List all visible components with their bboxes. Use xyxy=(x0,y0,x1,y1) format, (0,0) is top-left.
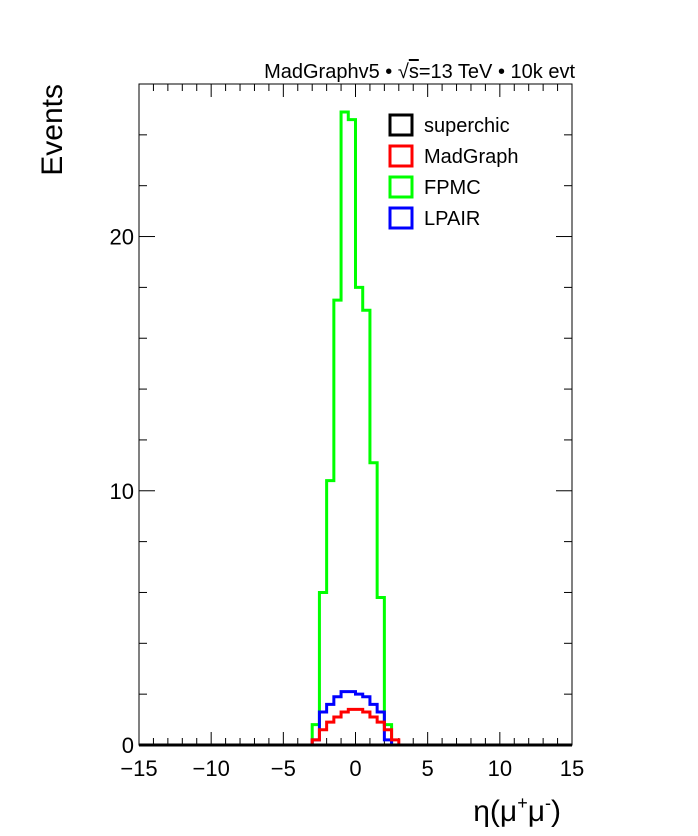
legend-swatch-superchic xyxy=(388,113,414,137)
x-tick-label: −5 xyxy=(271,756,296,781)
plot-frame-group xyxy=(138,83,573,746)
axes-group: −15 −10 −5 0 5 10 15 0 10 20 xyxy=(110,83,584,781)
x-tick-label: 0 xyxy=(349,756,361,781)
legend: superchic MadGraph FPMC LPAIR xyxy=(388,113,519,230)
legend-swatch-madgraph xyxy=(388,144,414,168)
header-suffix: =13 TeV • 10k evt xyxy=(419,61,576,83)
y-tick-label: 10 xyxy=(110,479,134,504)
sqrt-symbol: √ xyxy=(398,61,409,83)
y-axis-label: Events xyxy=(36,84,69,176)
x-tick-label: −10 xyxy=(193,756,230,781)
legend-label-madgraph: MadGraph xyxy=(424,146,519,168)
x-tick-label: 10 xyxy=(488,756,512,781)
y-tick-label: 20 xyxy=(110,225,134,250)
header-prefix: MadGraphv5 • xyxy=(264,61,398,83)
series-fpmc-line xyxy=(139,110,572,747)
header-text: MadGraphv5 • √s=13 TeV • 10k evt xyxy=(264,61,575,83)
x-tick-label: 5 xyxy=(422,756,434,781)
x-axis-label: η(μ+μ-) xyxy=(473,793,561,828)
legend-label-superchic: superchic xyxy=(424,115,510,137)
x-tick-label: 15 xyxy=(560,756,584,781)
x-tick-label: −15 xyxy=(120,756,157,781)
legend-swatch-lpair xyxy=(388,206,414,230)
series-group xyxy=(139,110,572,747)
legend-label-lpair: LPAIR xyxy=(424,208,480,230)
legend-swatch-fpmc xyxy=(388,175,414,199)
series-lpair-line xyxy=(139,690,572,747)
sqrt-argument: s xyxy=(409,61,419,83)
plot-frame xyxy=(138,83,573,746)
series-madgraph-line xyxy=(139,707,572,747)
y-tick-label: 0 xyxy=(122,733,134,758)
legend-label-fpmc: FPMC xyxy=(424,177,481,199)
